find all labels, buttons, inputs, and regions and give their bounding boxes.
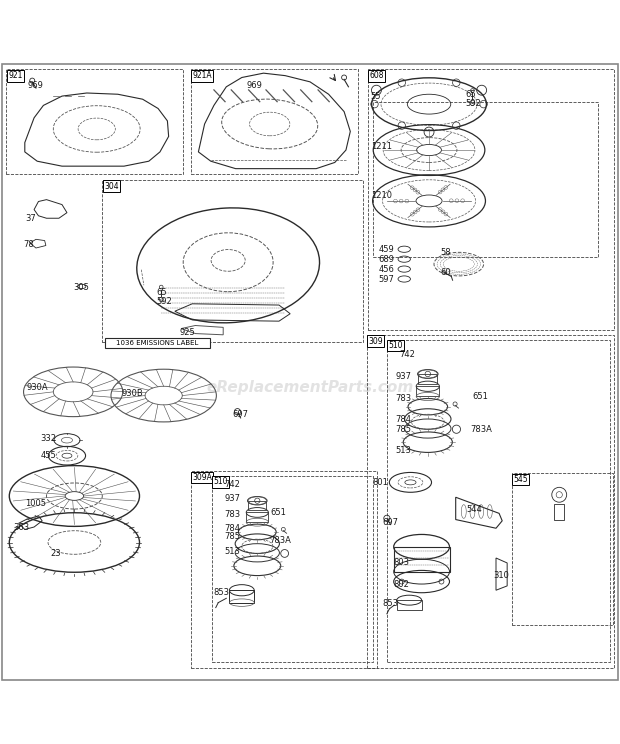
Text: eReplacementParts.com: eReplacementParts.com <box>206 380 414 395</box>
Text: 310: 310 <box>494 571 510 580</box>
Text: 783: 783 <box>224 510 241 519</box>
Text: 455: 455 <box>40 451 56 461</box>
Text: 459: 459 <box>378 245 394 254</box>
Text: 65: 65 <box>156 288 167 297</box>
Text: 592: 592 <box>156 297 172 306</box>
Text: 969: 969 <box>247 81 263 90</box>
Text: 1210: 1210 <box>371 190 392 200</box>
Text: 1036 EMISSIONS LABEL: 1036 EMISSIONS LABEL <box>117 340 198 346</box>
Bar <box>105 338 210 348</box>
Bar <box>418 374 437 384</box>
Text: 37: 37 <box>25 214 35 222</box>
Text: 60: 60 <box>440 269 451 278</box>
Text: 332: 332 <box>40 434 56 443</box>
Text: 937: 937 <box>224 494 241 503</box>
Text: 969: 969 <box>28 81 44 90</box>
Text: 592: 592 <box>465 99 480 108</box>
Text: 853: 853 <box>213 588 229 597</box>
Text: 742: 742 <box>224 481 241 490</box>
Bar <box>212 476 373 662</box>
Bar <box>397 600 422 610</box>
Text: 363: 363 <box>14 522 30 531</box>
Text: 697: 697 <box>232 410 248 419</box>
Text: 456: 456 <box>378 265 394 274</box>
Bar <box>229 590 254 603</box>
Text: 23: 23 <box>51 548 61 557</box>
Text: 803: 803 <box>393 559 409 568</box>
Text: 783A: 783A <box>470 425 492 434</box>
Text: 689: 689 <box>378 254 394 263</box>
Bar <box>102 180 363 342</box>
Text: 1211: 1211 <box>371 142 392 152</box>
Text: 597: 597 <box>378 275 394 283</box>
Text: 925: 925 <box>180 328 195 337</box>
Text: 801: 801 <box>372 478 388 487</box>
Bar <box>373 102 598 257</box>
Text: 651: 651 <box>472 392 489 401</box>
Bar <box>191 471 377 668</box>
Text: 309: 309 <box>368 336 383 346</box>
Text: 937: 937 <box>396 373 412 382</box>
Bar <box>554 504 564 519</box>
Text: 930B: 930B <box>122 389 143 398</box>
Bar <box>512 473 613 625</box>
Text: 697: 697 <box>382 518 398 527</box>
Bar <box>191 69 358 173</box>
Bar <box>6 69 183 173</box>
Text: 1005: 1005 <box>25 499 46 508</box>
Bar <box>367 335 614 668</box>
Text: 853: 853 <box>382 600 398 609</box>
Text: 304: 304 <box>104 182 119 190</box>
Text: 651: 651 <box>270 507 286 516</box>
Text: 930A: 930A <box>26 383 48 392</box>
Text: 510: 510 <box>213 478 228 487</box>
Text: 784: 784 <box>396 414 412 423</box>
Text: 58: 58 <box>440 248 451 257</box>
Bar <box>387 340 610 662</box>
Text: 921A: 921A <box>192 71 212 80</box>
Text: 55: 55 <box>371 92 381 100</box>
Text: 921: 921 <box>8 71 22 80</box>
Text: 742: 742 <box>399 350 415 359</box>
Text: 309A: 309A <box>192 473 212 482</box>
Text: 513: 513 <box>396 446 412 455</box>
Text: 513: 513 <box>224 548 241 557</box>
Bar <box>394 547 450 571</box>
Text: 78: 78 <box>24 240 34 248</box>
Text: 608: 608 <box>370 71 384 80</box>
Text: 65: 65 <box>465 90 476 99</box>
Text: 785: 785 <box>224 533 241 542</box>
Text: 545: 545 <box>513 475 528 484</box>
Text: 544: 544 <box>466 505 482 514</box>
Text: 783A: 783A <box>269 536 291 545</box>
Text: 785: 785 <box>396 425 412 434</box>
Text: 784: 784 <box>224 524 241 533</box>
Text: 783: 783 <box>396 394 412 403</box>
Bar <box>246 512 268 522</box>
Text: 305: 305 <box>73 283 89 292</box>
Text: 510: 510 <box>388 341 402 350</box>
Text: 802: 802 <box>393 580 409 589</box>
Bar <box>248 501 267 510</box>
Bar <box>416 385 440 397</box>
Bar <box>368 69 614 330</box>
